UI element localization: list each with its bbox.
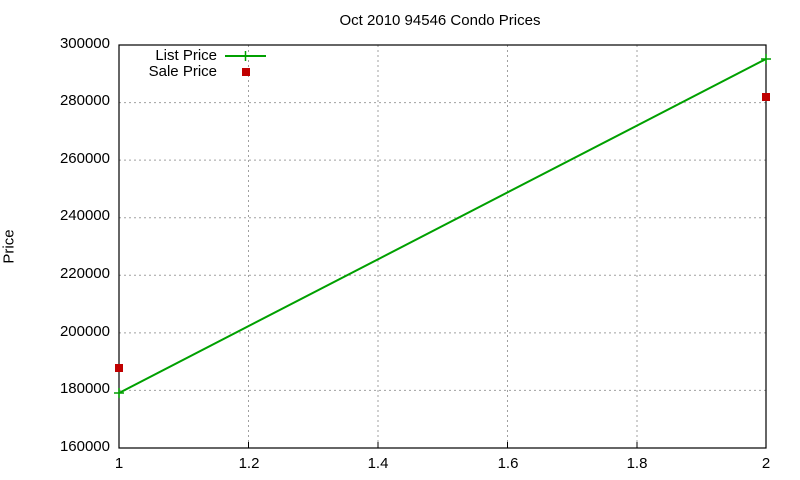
- series-list-price: [114, 54, 771, 398]
- chart-title: Oct 2010 94546 Condo Prices: [339, 12, 541, 29]
- y-tick: 180000: [59, 380, 110, 397]
- series-sale-price: [115, 93, 770, 372]
- x-tick: 1.8: [626, 455, 648, 472]
- legend-label-list-price: List Price: [155, 47, 217, 64]
- y-tick: 260000: [59, 150, 110, 167]
- x-tick: 1: [114, 455, 124, 472]
- y-tick: 160000: [59, 438, 110, 455]
- x-tick: 1.2: [238, 455, 260, 472]
- y-tick: 240000: [59, 207, 110, 224]
- legend-label-sale-price: Sale Price: [148, 63, 217, 80]
- y-tick: 280000: [59, 92, 110, 109]
- x-tick: 1.6: [497, 455, 519, 472]
- legend: [225, 51, 266, 76]
- grid-lines: [119, 45, 766, 448]
- x-tick: 2: [761, 455, 771, 472]
- plot-border: [118, 44, 767, 449]
- y-tick: 300000: [59, 35, 110, 52]
- x-tick: 1.4: [367, 455, 389, 472]
- y-tick: 220000: [59, 265, 110, 282]
- y-tick: 200000: [59, 323, 110, 340]
